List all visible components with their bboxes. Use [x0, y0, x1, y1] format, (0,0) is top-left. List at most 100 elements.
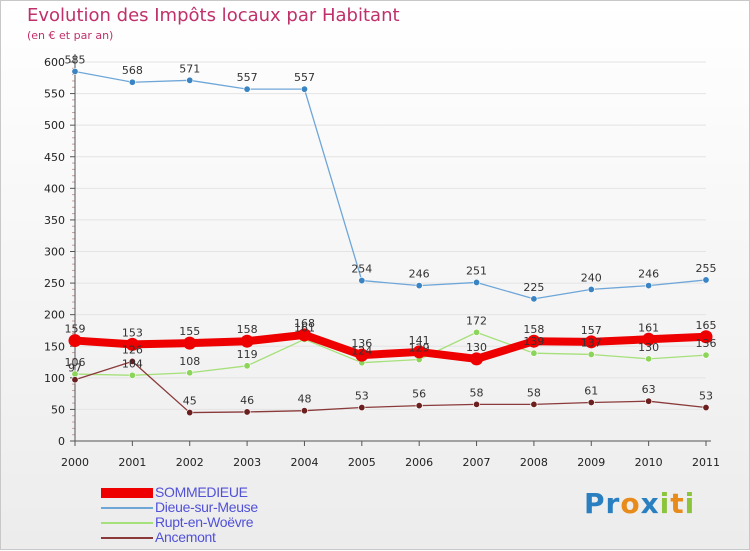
data-label-sommedieue: 141: [409, 334, 430, 347]
data-label-ancemont: 46: [240, 394, 254, 407]
legend-label-rupt-en-woevre: Rupt-en-Woëvre: [155, 514, 254, 530]
x-tick-label: 2011: [692, 456, 720, 469]
data-point-sommedieue: [68, 334, 82, 348]
data-label-sommedieue: 158: [523, 323, 544, 336]
x-tick-label: 2002: [176, 456, 204, 469]
data-point-dieue-sur-meuse: [415, 282, 423, 290]
y-tick-label: 100: [44, 372, 65, 385]
legend-label-sommedieue: SOMMEDIEUE: [155, 484, 248, 500]
data-point-sommedieue: [584, 335, 598, 349]
data-label-rupt-en-woevre: 104: [122, 357, 143, 370]
y-tick-label: 0: [58, 435, 65, 448]
legend-swatch-ancemont: [101, 536, 153, 539]
data-label-dieue-sur-meuse: 557: [237, 71, 258, 84]
legend-swatch-dieue-sur-meuse: [101, 506, 153, 509]
y-tick-label: 50: [51, 403, 65, 416]
data-label-sommedieue: 153: [122, 326, 143, 339]
brand-letter: i: [684, 487, 696, 520]
data-label-dieue-sur-meuse: 240: [581, 271, 602, 284]
data-point-rupt-en-woevre: [243, 362, 251, 370]
data-label-dieue-sur-meuse: 557: [294, 71, 315, 84]
legend-label-dieue-sur-meuse: Dieue-sur-Meuse: [155, 499, 258, 515]
legend-swatch-sommedieue: [101, 487, 153, 498]
data-label-ancemont: 53: [699, 390, 713, 403]
data-point-rupt-en-woevre: [645, 355, 653, 363]
data-label-rupt-en-woevre: 130: [638, 341, 659, 354]
data-point-rupt-en-woevre: [702, 351, 710, 359]
data-point-sommedieue: [297, 328, 311, 342]
data-label-rupt-en-woevre: 161: [294, 321, 315, 334]
y-tick-label: 400: [44, 182, 65, 195]
data-label-rupt-en-woevre: 172: [466, 314, 487, 327]
data-label-dieue-sur-meuse: 246: [409, 268, 430, 281]
data-label-sommedieue: 157: [581, 324, 602, 337]
brand-letter: t: [670, 487, 685, 520]
data-label-ancemont: 126: [122, 343, 143, 356]
x-tick-label: 2005: [348, 456, 376, 469]
brand-letter: P: [584, 487, 606, 520]
data-point-dieue-sur-meuse: [300, 85, 308, 93]
brand-letter: x: [640, 487, 660, 520]
data-label-rupt-en-woevre: 129: [409, 342, 430, 355]
data-label-dieue-sur-meuse: 585: [65, 53, 86, 66]
data-point-ancemont: [530, 400, 538, 408]
data-label-sommedieue: 155: [179, 325, 200, 338]
data-point-sommedieue: [412, 345, 426, 359]
data-label-ancemont: 45: [183, 395, 197, 408]
data-point-dieue-sur-meuse: [186, 76, 194, 84]
x-tick-label: 2004: [290, 456, 318, 469]
data-point-dieue-sur-meuse: [702, 276, 710, 284]
data-label-sommedieue: 168: [294, 317, 315, 330]
data-label-ancemont: 48: [297, 393, 311, 406]
data-label-dieue-sur-meuse: 225: [523, 281, 544, 294]
brand-letter: r: [605, 487, 621, 520]
data-point-ancemont: [415, 402, 423, 410]
data-point-ancemont: [71, 376, 79, 384]
y-tick-label: 350: [44, 214, 65, 227]
x-tick-label: 2001: [118, 456, 146, 469]
data-label-rupt-en-woevre: 137: [581, 336, 602, 349]
data-label-dieue-sur-meuse: 246: [638, 268, 659, 281]
data-label-dieue-sur-meuse: 251: [466, 264, 487, 277]
data-point-ancemont: [128, 357, 136, 365]
legend-swatch-rupt-en-woevre: [101, 521, 153, 524]
brand-letter: o: [620, 487, 641, 520]
data-label-ancemont: 97: [68, 362, 82, 375]
series-line-rupt-en-woevre: [74, 331, 707, 376]
x-tick-label: 2003: [233, 456, 261, 469]
data-point-dieue-sur-meuse: [587, 285, 595, 293]
data-label-rupt-en-woevre: 136: [696, 337, 717, 350]
data-point-sommedieue: [183, 336, 197, 350]
data-point-ancemont: [473, 400, 481, 408]
data-point-ancemont: [186, 409, 194, 417]
data-label-sommedieue: 130: [466, 341, 487, 354]
data-label-rupt-en-woevre: 108: [179, 355, 200, 368]
y-tick-label: 150: [44, 340, 65, 353]
data-point-rupt-en-woevre: [186, 369, 194, 377]
data-label-rupt-en-woevre: 119: [237, 348, 258, 361]
data-label-sommedieue: 165: [696, 319, 717, 332]
data-point-dieue-sur-meuse: [530, 295, 538, 303]
data-label-ancemont: 61: [584, 384, 598, 397]
series-line-ancemont: [74, 360, 707, 414]
data-label-sommedieue: 159: [65, 323, 86, 336]
x-tick-label: 2007: [463, 456, 491, 469]
x-tick-label: 2009: [577, 456, 605, 469]
data-label-rupt-en-woevre: 106: [65, 356, 86, 369]
y-tick-label: 550: [44, 88, 65, 101]
data-label-ancemont: 56: [412, 388, 426, 401]
data-label-sommedieue: 136: [351, 337, 372, 350]
data-point-sommedieue: [470, 352, 484, 366]
brand-logo: Proxiti: [584, 487, 695, 520]
data-label-rupt-en-woevre: 124: [351, 345, 372, 358]
chart-subtitle: (en € et par an): [27, 29, 114, 42]
data-point-sommedieue: [355, 348, 369, 362]
data-point-sommedieue: [527, 334, 541, 348]
series-line-sommedieue: [71, 330, 710, 363]
chart-title: Evolution des Impôts locaux par Habitant: [27, 5, 400, 26]
data-point-ancemont: [358, 404, 366, 412]
data-label-dieue-sur-meuse: 254: [351, 263, 372, 276]
y-tick-label: 200: [44, 309, 65, 322]
